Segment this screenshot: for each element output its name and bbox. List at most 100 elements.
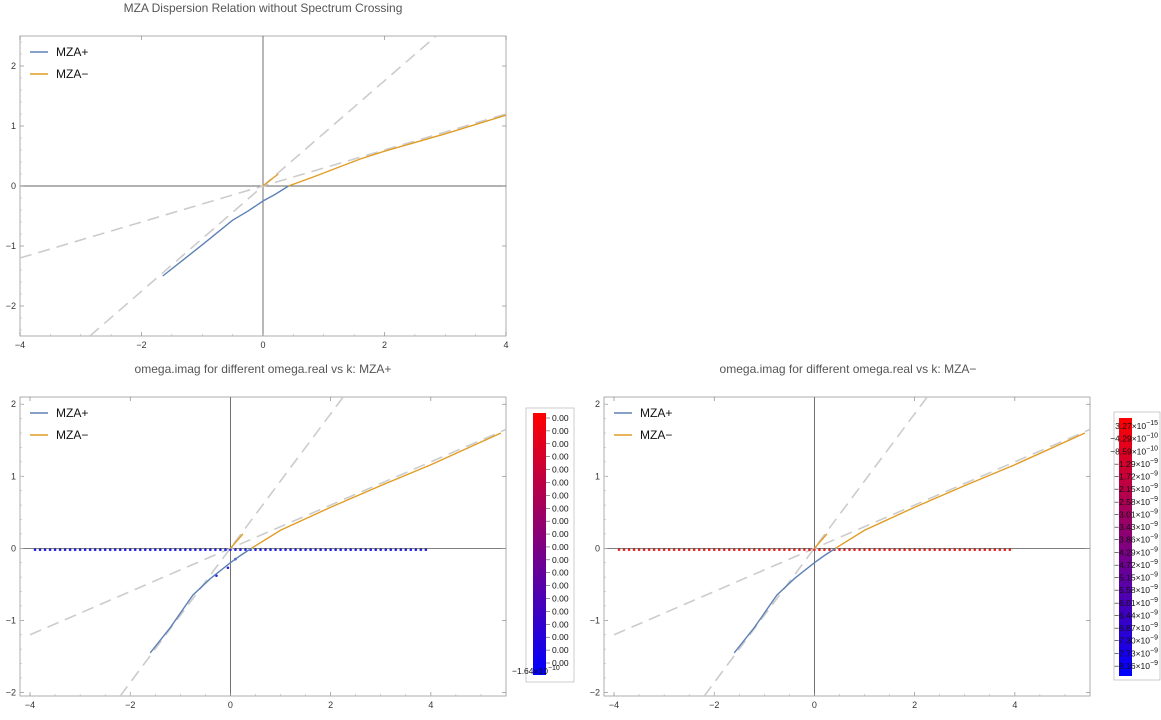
chart2-scatter-point (33, 548, 37, 552)
chart3-scatter-point (948, 548, 952, 552)
chart2-scatter-point (113, 548, 117, 552)
chart2-scatter-point (83, 548, 87, 552)
chart2-scatter-point (123, 548, 127, 552)
chart2-scatter-point (148, 548, 152, 552)
chart2-scatter-point (259, 548, 262, 552)
chart3-colorbar-tick-label: −4.72×10−9 (1114, 559, 1158, 570)
chart3-scatter-point (672, 548, 676, 552)
chart3-scatter-point (662, 548, 666, 552)
chart2-scatter-point (73, 548, 77, 552)
chart2-scatter-point (304, 548, 307, 552)
chart3-scatter-point (913, 548, 916, 552)
chart3-guide-line-2 (703, 397, 928, 696)
chart3-scatter-point (1003, 548, 1007, 552)
chart1-series-mza-plus-line (162, 185, 289, 277)
chart2-colorbar-tick-label: 0.00 (552, 645, 569, 655)
chart2-colorbar-frame (525, 407, 575, 683)
chart3-colorbar-tick-label: −6.44×10−9 (1114, 609, 1158, 620)
chart3-colorbar-tick-label: −8.16×10−9 (1114, 660, 1158, 671)
chart1-y-tick-label: −2 (6, 301, 16, 311)
chart2-scatter-point (63, 548, 67, 552)
chart3-y-tick-label: −1 (590, 615, 600, 625)
chart2-scatter-point (204, 548, 207, 552)
chart2-scatter-point (38, 548, 42, 552)
chart3-scatter-point (773, 548, 776, 552)
chart3-scatter-point (667, 548, 671, 552)
chart3-y-tick-label: 1 (595, 471, 600, 481)
chart3-scatter-point (727, 548, 731, 552)
chart2-scatter-point (299, 548, 302, 552)
chart2-y-tick-label: 0 (11, 543, 16, 553)
chart3-x-tick-label: 2 (912, 700, 917, 710)
chart2-scatter-point (118, 548, 122, 552)
chart3-scatter-point (677, 548, 681, 552)
chart3-scatter-point (813, 548, 816, 552)
chart2-scatter-point (229, 548, 232, 552)
chart3-scatter-point (682, 548, 686, 552)
chart2-colorbar-tick-label: 0.00 (552, 452, 569, 462)
chart2-scatter-point (419, 548, 423, 552)
chart2-scatter-point (194, 548, 197, 552)
chart1-y-tick-label: 0 (11, 181, 16, 191)
chart1-y-tick-label: −1 (6, 241, 16, 251)
chart2-scatter-point (319, 548, 322, 552)
chart2-colorbar-tick-label: 0.00 (552, 477, 569, 487)
chart3-scatter-point (963, 548, 967, 552)
chart2-scatter-point (254, 548, 257, 552)
chart2-scatter-point (214, 548, 217, 552)
chart3-colorbar-tick-label: −7.73×10−9 (1114, 647, 1158, 658)
chart2-series-mza-plus-line (149, 547, 252, 654)
chart2-scatter-point (93, 548, 97, 552)
chart2-scatter-point (224, 548, 227, 552)
chart2-y-tick-label: −1 (6, 615, 16, 625)
chart2-scatter-point (78, 548, 82, 552)
chart3-scatter-point (968, 548, 972, 552)
chart2-scatter-point (199, 548, 202, 552)
chart2-scatter-point (169, 548, 172, 552)
chart2-scatter-point (48, 548, 52, 552)
chart3-scatter-point (707, 548, 711, 552)
chart3-scatter-point (878, 548, 881, 552)
chart2-series-mza-minus-line-branch (251, 432, 502, 549)
chart2-scatter-point (239, 548, 242, 552)
chart2-scatter-point (98, 548, 102, 552)
chart3-colorbar-tick-label: −6.87×10−9 (1114, 622, 1158, 633)
chart2-scatter-point (414, 548, 418, 552)
chart2-colorbar-tick-label: 0.00 (552, 439, 569, 449)
chart3-colorbar-tick-label: −3.01×10−9 (1114, 508, 1158, 519)
chart2-scatter-point (314, 548, 317, 552)
chart3-scatter-point (647, 548, 651, 552)
chart3-legend-label-mza-minus: MZA− (640, 428, 672, 442)
chart3-colorbar-tick-label: −5.15×10−9 (1114, 572, 1158, 583)
chart3-scatter-point (737, 548, 741, 552)
chart3-scatter-point (1008, 548, 1012, 552)
chart2-scatter-point (53, 548, 57, 552)
chart2-guide-line-1 (29, 428, 506, 636)
chart3-scatter-point (843, 548, 846, 552)
chart2-scatter-point (334, 548, 337, 552)
chart2-scatter-point (128, 548, 132, 552)
chart3-scatter-point (983, 548, 987, 552)
chart3-scatter-point (868, 548, 871, 552)
chart3-scatter-point (783, 548, 786, 552)
chart3-scatter-point (798, 548, 801, 552)
chart2-colorbar-tick-label: 0.00 (552, 658, 569, 668)
chart2-scatter-point (309, 548, 312, 552)
chart2-scatter-point (424, 548, 428, 552)
chart3-guide-line-1 (613, 428, 1090, 636)
chart3-scatter-point (657, 548, 661, 552)
chart3-x-tick-label: −4 (609, 700, 619, 710)
chart2-y-tick-label: 1 (11, 471, 16, 481)
chart2-x-tick-label: 0 (228, 700, 233, 710)
chart3-colorbar-tick-label: −7.30×10−9 (1114, 635, 1158, 646)
chart2-scatter-point (88, 548, 92, 552)
chart2-scatter-point (379, 548, 383, 552)
chart2-scatter-point (344, 548, 347, 552)
chart2-scatter-point (274, 548, 277, 552)
chart2-scatter-point (364, 548, 368, 552)
chart3-scatter-point (988, 548, 992, 552)
chart3-scatter-point (883, 548, 886, 552)
chart3-colorbar-frame (1113, 411, 1161, 681)
chart3-scatter-point (938, 548, 941, 552)
